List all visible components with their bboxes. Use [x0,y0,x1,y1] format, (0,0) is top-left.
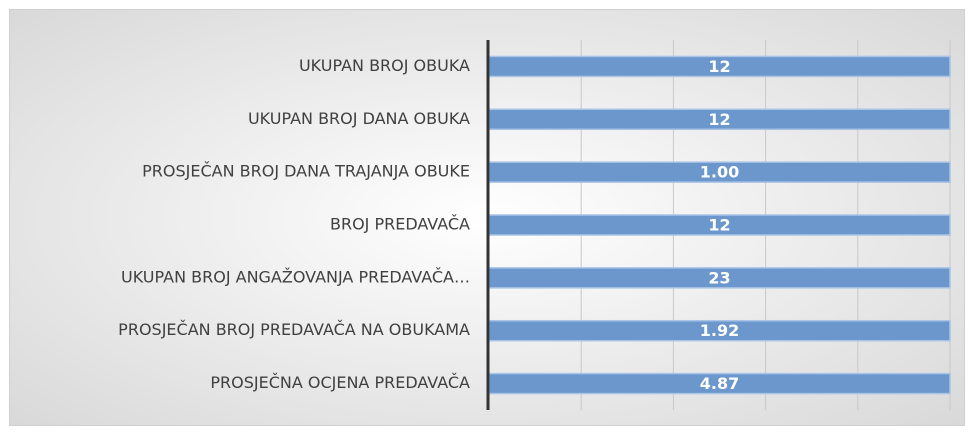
y-tick-label: PROSJEČAN BROJ DANA TRAJANJA OBUKE [142,162,470,181]
data-label: 12 [708,110,730,129]
data-label: 4.87 [700,374,739,393]
y-tick-label: UKUPAN BROJ DANA OBUKA [248,109,470,128]
data-label: 23 [708,268,730,287]
y-tick-label: UKUPAN BROJ OBUKA [299,56,470,75]
data-label: 1.92 [700,321,739,340]
y-tick-label: BROJ PREDAVAČA [330,215,470,234]
y-tick-label: UKUPAN BROJ ANGAŽOVANJA PREDAVAČA… [121,267,470,286]
y-tick-label: PROSJEČNA OCJENA PREDAVAČA [210,373,470,392]
y-tick-label: PROSJEČAN BROJ PREDAVAČA NA OBUKAMA [118,320,470,339]
data-label: 12 [708,216,730,235]
data-label: 12 [708,57,730,76]
data-label: 1.00 [700,163,739,182]
